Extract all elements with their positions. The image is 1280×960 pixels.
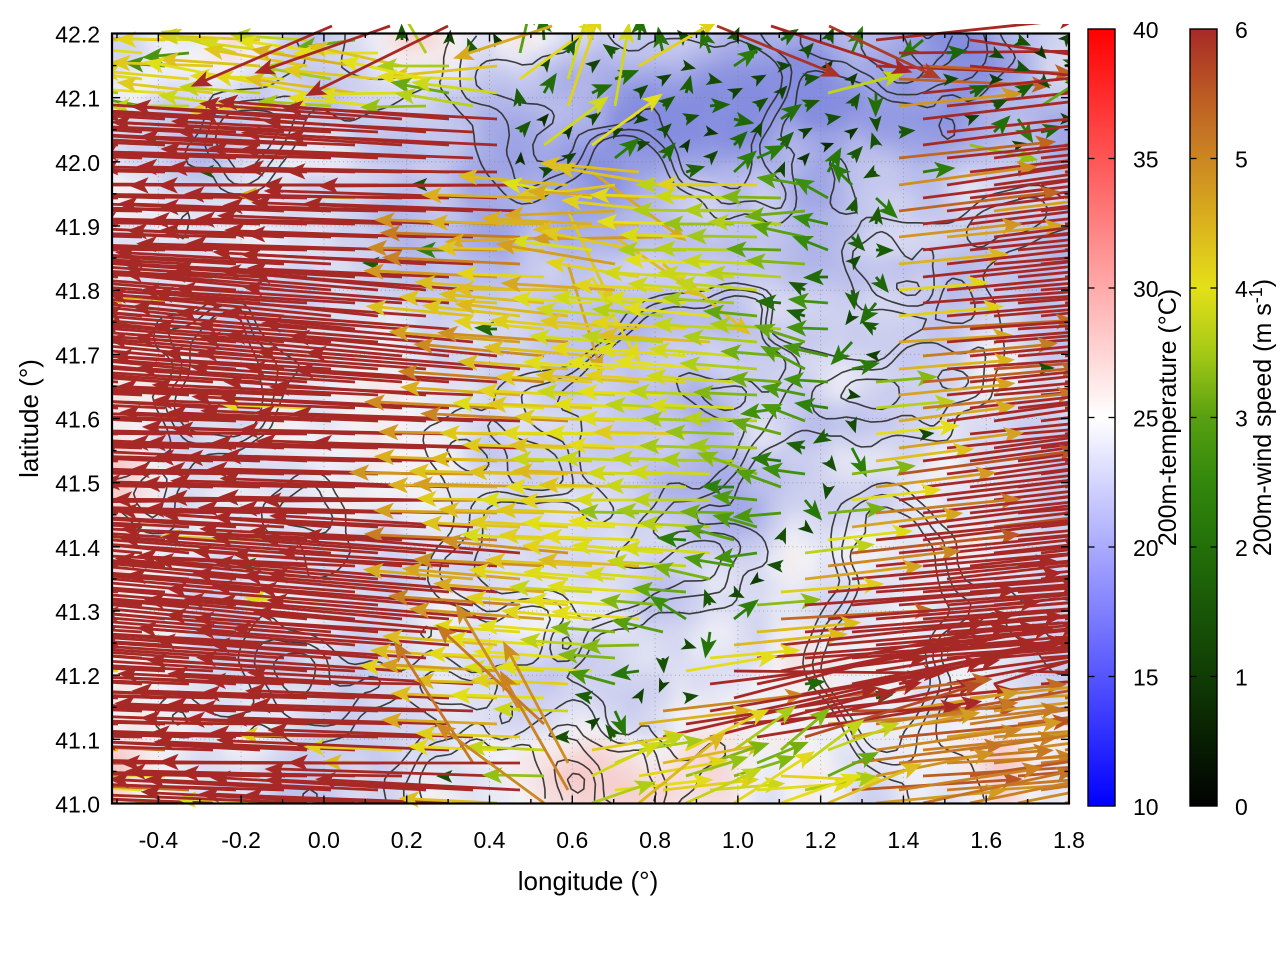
svg-text:3: 3 xyxy=(1235,406,1248,432)
svg-text:41.0: 41.0 xyxy=(55,792,100,818)
svg-text:200m-wind speed (m s-1): 200m-wind speed (m s-1) xyxy=(1246,279,1277,556)
svg-text:0.0: 0.0 xyxy=(308,827,340,853)
svg-text:1: 1 xyxy=(1235,665,1248,691)
svg-text:20: 20 xyxy=(1133,535,1159,561)
svg-text:0.6: 0.6 xyxy=(556,827,588,853)
svg-text:41.6: 41.6 xyxy=(55,407,100,433)
svg-text:30: 30 xyxy=(1133,276,1159,302)
svg-text:25: 25 xyxy=(1133,406,1159,432)
svg-text:41.8: 41.8 xyxy=(55,278,100,304)
svg-text:1.6: 1.6 xyxy=(970,827,1002,853)
svg-text:41.9: 41.9 xyxy=(55,214,100,240)
svg-text:4: 4 xyxy=(1235,276,1248,302)
svg-text:10: 10 xyxy=(1133,794,1159,820)
svg-text:0.4: 0.4 xyxy=(474,827,506,853)
svg-text:41.5: 41.5 xyxy=(55,471,100,497)
svg-text:0.8: 0.8 xyxy=(639,827,671,853)
svg-text:41.4: 41.4 xyxy=(55,535,100,561)
svg-text:1.8: 1.8 xyxy=(1053,827,1085,853)
svg-text:1.4: 1.4 xyxy=(887,827,919,853)
svg-text:15: 15 xyxy=(1133,665,1159,691)
svg-text:42.0: 42.0 xyxy=(55,150,100,176)
svg-text:-0.2: -0.2 xyxy=(221,827,261,853)
svg-text:5: 5 xyxy=(1235,147,1248,173)
svg-text:1.2: 1.2 xyxy=(805,827,837,853)
svg-text:6: 6 xyxy=(1235,17,1248,43)
svg-text:longitude (°): longitude (°) xyxy=(518,866,658,896)
svg-text:40: 40 xyxy=(1133,17,1159,43)
svg-text:41.7: 41.7 xyxy=(55,342,100,368)
svg-text:0: 0 xyxy=(1235,794,1248,820)
svg-text:1.0: 1.0 xyxy=(722,827,754,853)
svg-text:2: 2 xyxy=(1235,535,1248,561)
svg-text:0.2: 0.2 xyxy=(391,827,423,853)
svg-text:41.3: 41.3 xyxy=(55,599,100,625)
svg-text:latitude (°): latitude (°) xyxy=(14,359,44,478)
svg-text:35: 35 xyxy=(1133,147,1159,173)
svg-text:42.1: 42.1 xyxy=(55,86,100,112)
svg-text:41.1: 41.1 xyxy=(55,727,100,753)
svg-text:200m-temperature (°C): 200m-temperature (°C) xyxy=(1154,289,1182,546)
svg-text:41.2: 41.2 xyxy=(55,663,100,689)
svg-text:-0.4: -0.4 xyxy=(139,827,179,853)
svg-text:42.2: 42.2 xyxy=(55,22,100,48)
